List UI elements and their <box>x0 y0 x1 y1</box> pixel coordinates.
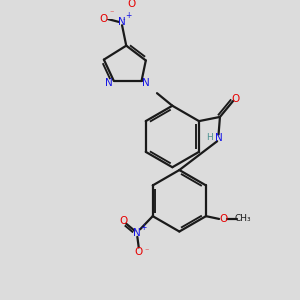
Text: N: N <box>142 78 150 88</box>
Text: N: N <box>118 17 126 27</box>
Text: CH₃: CH₃ <box>234 214 250 224</box>
Text: +: + <box>140 224 147 232</box>
Text: +: + <box>125 11 131 20</box>
Text: N: N <box>215 133 222 143</box>
Text: ⁻: ⁻ <box>144 247 149 256</box>
Text: O: O <box>231 94 239 104</box>
Text: ⁻: ⁻ <box>110 8 114 17</box>
Text: N: N <box>134 229 141 238</box>
Text: O: O <box>119 216 128 226</box>
Text: O: O <box>100 14 108 24</box>
Text: O: O <box>128 0 136 9</box>
Text: O: O <box>219 214 227 224</box>
Text: O: O <box>135 247 143 257</box>
Text: N: N <box>105 78 113 88</box>
Text: H: H <box>206 134 213 142</box>
